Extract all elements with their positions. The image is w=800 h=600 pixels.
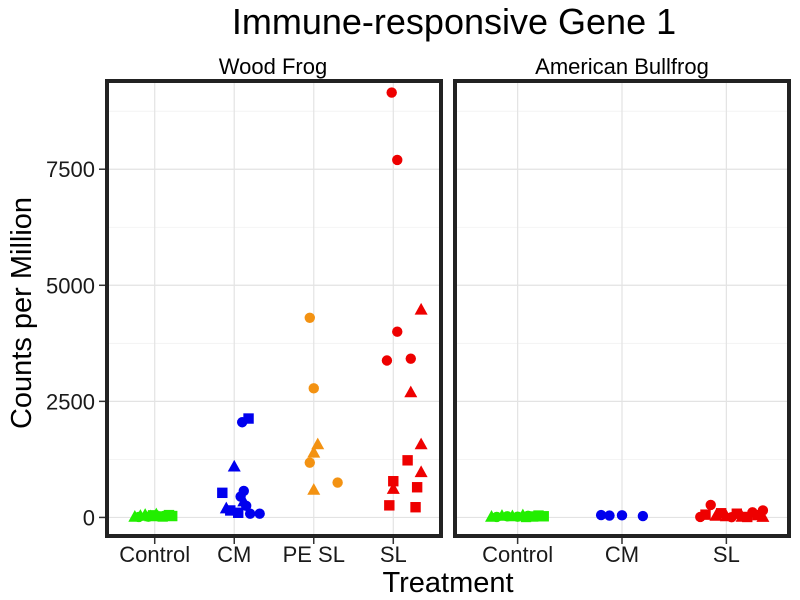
point-wood-frog-cm [244, 508, 256, 519]
panel-frame-american-bullfrog [453, 79, 791, 538]
point-wood-frog-cm [217, 487, 228, 499]
point-wood-frog-cm [240, 500, 252, 512]
point-wood-frog-cm [225, 505, 236, 516]
y-tick-label-5000: 5000 [46, 273, 95, 298]
panel-label-wood-frog: Wood Frog [219, 54, 327, 79]
point-american-bullfrog-sl [715, 508, 727, 519]
x-tick-label-sl: SL [713, 542, 740, 567]
x-tick-label-sl: SL [380, 542, 407, 567]
point-american-bullfrog-sl [742, 511, 753, 523]
point-wood-frog-cm [254, 508, 265, 519]
point-american-bullfrog-cm [595, 509, 607, 521]
point-wood-frog-pe-sl [307, 445, 321, 458]
point-american-bullfrog-cm [604, 510, 615, 521]
point-american-bullfrog-cm [616, 510, 628, 521]
y-tick-label-2500: 2500 [46, 389, 95, 414]
point-wood-frog-pe-sl [308, 383, 319, 394]
x-tick-label-control: Control [482, 542, 553, 567]
point-wood-frog-sl [384, 500, 395, 511]
point-wood-frog-cm [243, 413, 254, 424]
point-wood-frog-pe-sl [307, 483, 321, 495]
panel-points-wood-frog [128, 87, 428, 523]
point-wood-frog-control [133, 511, 145, 523]
point-wood-frog-sl [414, 465, 428, 478]
x-axis-american-bullfrog: Control CM SL [482, 538, 740, 567]
panel-points-american-bullfrog [485, 499, 770, 523]
point-american-bullfrog-control [491, 511, 502, 523]
panel-frame-wood-frog [105, 79, 443, 538]
point-wood-frog-sl [411, 482, 423, 493]
point-wood-frog-sl [392, 326, 403, 337]
point-wood-frog-sl [405, 353, 416, 364]
point-american-bullfrog-sl [726, 511, 737, 523]
point-wood-frog-cm [227, 459, 241, 472]
point-american-bullfrog-cm [637, 510, 649, 522]
point-wood-frog-sl [386, 482, 400, 494]
point-wood-frog-control [167, 510, 178, 522]
point-wood-frog-pe-sl [332, 477, 343, 488]
point-wood-frog-control [147, 510, 159, 521]
point-american-bullfrog-sl [731, 508, 743, 519]
point-american-bullfrog-sl [700, 509, 711, 520]
point-american-bullfrog-control [533, 510, 544, 521]
chart-title: Immune-responsive Gene 1 [232, 1, 676, 42]
point-american-bullfrog-sl [709, 509, 723, 521]
x-axis-label: Treatment [382, 567, 513, 599]
point-wood-frog-cm [236, 417, 248, 428]
point-american-bullfrog-control [528, 511, 539, 522]
y-axis: 0 2500 5000 7500 [46, 157, 105, 530]
point-wood-frog-pe-sl [311, 437, 325, 450]
x-tick-label-pe-sl: PE SL [283, 542, 345, 567]
point-wood-frog-control [157, 511, 168, 522]
y-axis-label: Counts per Million [6, 197, 38, 429]
point-wood-frog-sl [386, 87, 397, 98]
y-tick-label-7500: 7500 [46, 157, 95, 182]
point-wood-frog-sl [381, 355, 393, 366]
point-american-bullfrog-sl [756, 510, 770, 522]
point-wood-frog-sl [392, 154, 403, 166]
point-wood-frog-sl [402, 455, 413, 466]
x-axis-wood-frog: Control CM PE SL SL [119, 538, 407, 567]
point-wood-frog-pe-sl [304, 457, 315, 468]
x-tick-label-control: Control [119, 542, 190, 567]
x-tick-label-cm: CM [217, 542, 251, 567]
point-wood-frog-sl [410, 502, 421, 513]
point-american-bullfrog-control [538, 511, 549, 522]
point-wood-frog-sl [414, 302, 428, 315]
panel-grid-wood-frog [107, 81, 441, 536]
point-american-bullfrog-sl [705, 499, 716, 511]
panel-grid-american-bullfrog [455, 81, 789, 536]
point-american-bullfrog-control [501, 511, 513, 522]
point-wood-frog-sl [414, 437, 428, 450]
point-wood-frog-sl [404, 385, 418, 398]
point-american-bullfrog-control [520, 511, 532, 523]
x-tick-label-cm: CM [605, 542, 639, 567]
point-american-bullfrog-sl [752, 509, 763, 521]
point-american-bullfrog-control [512, 511, 523, 522]
point-wood-frog-sl [388, 476, 399, 487]
panel-label-american-bullfrog: American Bullfrog [535, 54, 709, 79]
y-tick-label-0: 0 [83, 505, 95, 530]
point-wood-frog-cm [233, 507, 244, 518]
point-american-bullfrog-sl [695, 511, 706, 523]
point-wood-frog-pe-sl [304, 312, 315, 323]
